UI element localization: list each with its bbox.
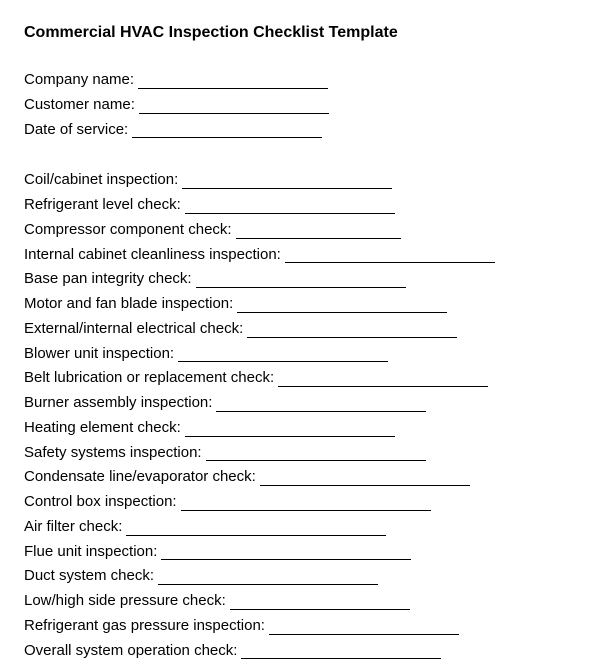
field-row-item-2: Compressor component check: xyxy=(24,218,574,243)
field-blank-line xyxy=(247,337,457,338)
field-blank-line xyxy=(132,137,322,138)
field-label: Condensate line/evaporator check: xyxy=(24,465,256,490)
field-label: Internal cabinet cleanliness inspection: xyxy=(24,243,281,268)
field-label: External/internal electrical check: xyxy=(24,317,243,342)
field-row-item-1: Refrigerant level check: xyxy=(24,193,574,218)
field-row-header-1: Customer name: xyxy=(24,93,574,118)
field-row-item-12: Condensate line/evaporator check: xyxy=(24,465,574,490)
field-label: Air filter check: xyxy=(24,515,122,540)
field-label: Motor and fan blade inspection: xyxy=(24,292,233,317)
field-label: Safety systems inspection: xyxy=(24,441,202,466)
field-label: Customer name: xyxy=(24,93,135,118)
field-blank-line xyxy=(206,460,426,461)
field-blank-line xyxy=(216,411,426,412)
field-blank-line xyxy=(185,213,395,214)
field-blank-line xyxy=(158,584,378,585)
document-title: Commercial HVAC Inspection Checklist Tem… xyxy=(24,24,574,42)
field-row-item-16: Duct system check: xyxy=(24,564,574,589)
field-blank-line xyxy=(181,510,431,511)
field-row-item-9: Burner assembly inspection: xyxy=(24,391,574,416)
field-blank-line xyxy=(178,361,388,362)
field-row-header-0: Company name: xyxy=(24,68,574,93)
field-blank-line xyxy=(138,88,328,89)
field-row-item-0: Coil/cabinet inspection: xyxy=(24,168,574,193)
field-row-item-5: Motor and fan blade inspection: xyxy=(24,292,574,317)
field-label: Refrigerant gas pressure inspection: xyxy=(24,614,265,639)
field-blank-line xyxy=(185,436,395,437)
field-blank-line xyxy=(236,238,401,239)
field-label: Control box inspection: xyxy=(24,490,177,515)
field-blank-line xyxy=(269,634,459,635)
field-label: Belt lubrication or replacement check: xyxy=(24,366,274,391)
field-blank-line xyxy=(161,559,411,560)
field-label: Flue unit inspection: xyxy=(24,540,157,565)
field-label: Duct system check: xyxy=(24,564,154,589)
field-row-item-10: Heating element check: xyxy=(24,416,574,441)
field-blank-line xyxy=(230,609,410,610)
field-blank-line xyxy=(126,535,386,536)
field-blank-line xyxy=(139,113,329,114)
field-blank-line xyxy=(241,658,441,659)
field-label: Overall system operation check: xyxy=(24,639,237,663)
field-blank-line xyxy=(260,485,470,486)
field-row-header-2: Date of service: xyxy=(24,118,574,143)
field-row-item-13: Control box inspection: xyxy=(24,490,574,515)
field-label: Burner assembly inspection: xyxy=(24,391,212,416)
field-blank-line xyxy=(237,312,447,313)
field-row-item-19: Overall system operation check: xyxy=(24,639,574,663)
field-row-item-17: Low/high side pressure check: xyxy=(24,589,574,614)
field-row-item-6: External/internal electrical check: xyxy=(24,317,574,342)
field-label: Base pan integrity check: xyxy=(24,267,192,292)
field-blank-line xyxy=(196,287,406,288)
field-label: Blower unit inspection: xyxy=(24,342,174,367)
field-label: Compressor component check: xyxy=(24,218,232,243)
field-label: Heating element check: xyxy=(24,416,181,441)
field-blank-line xyxy=(182,188,392,189)
field-row-item-7: Blower unit inspection: xyxy=(24,342,574,367)
field-row-item-14: Air filter check: xyxy=(24,515,574,540)
header-section: Company name:Customer name:Date of servi… xyxy=(24,68,574,142)
field-label: Date of service: xyxy=(24,118,128,143)
field-row-item-4: Base pan integrity check: xyxy=(24,267,574,292)
field-row-item-15: Flue unit inspection: xyxy=(24,540,574,565)
field-row-item-8: Belt lubrication or replacement check: xyxy=(24,366,574,391)
field-label: Refrigerant level check: xyxy=(24,193,181,218)
field-label: Low/high side pressure check: xyxy=(24,589,226,614)
field-row-item-11: Safety systems inspection: xyxy=(24,441,574,466)
field-label: Company name: xyxy=(24,68,134,93)
field-blank-line xyxy=(278,386,488,387)
checklist-section: Coil/cabinet inspection:Refrigerant leve… xyxy=(24,168,574,663)
field-blank-line xyxy=(285,262,495,263)
field-row-item-3: Internal cabinet cleanliness inspection: xyxy=(24,243,574,268)
field-row-item-18: Refrigerant gas pressure inspection: xyxy=(24,614,574,639)
field-label: Coil/cabinet inspection: xyxy=(24,168,178,193)
